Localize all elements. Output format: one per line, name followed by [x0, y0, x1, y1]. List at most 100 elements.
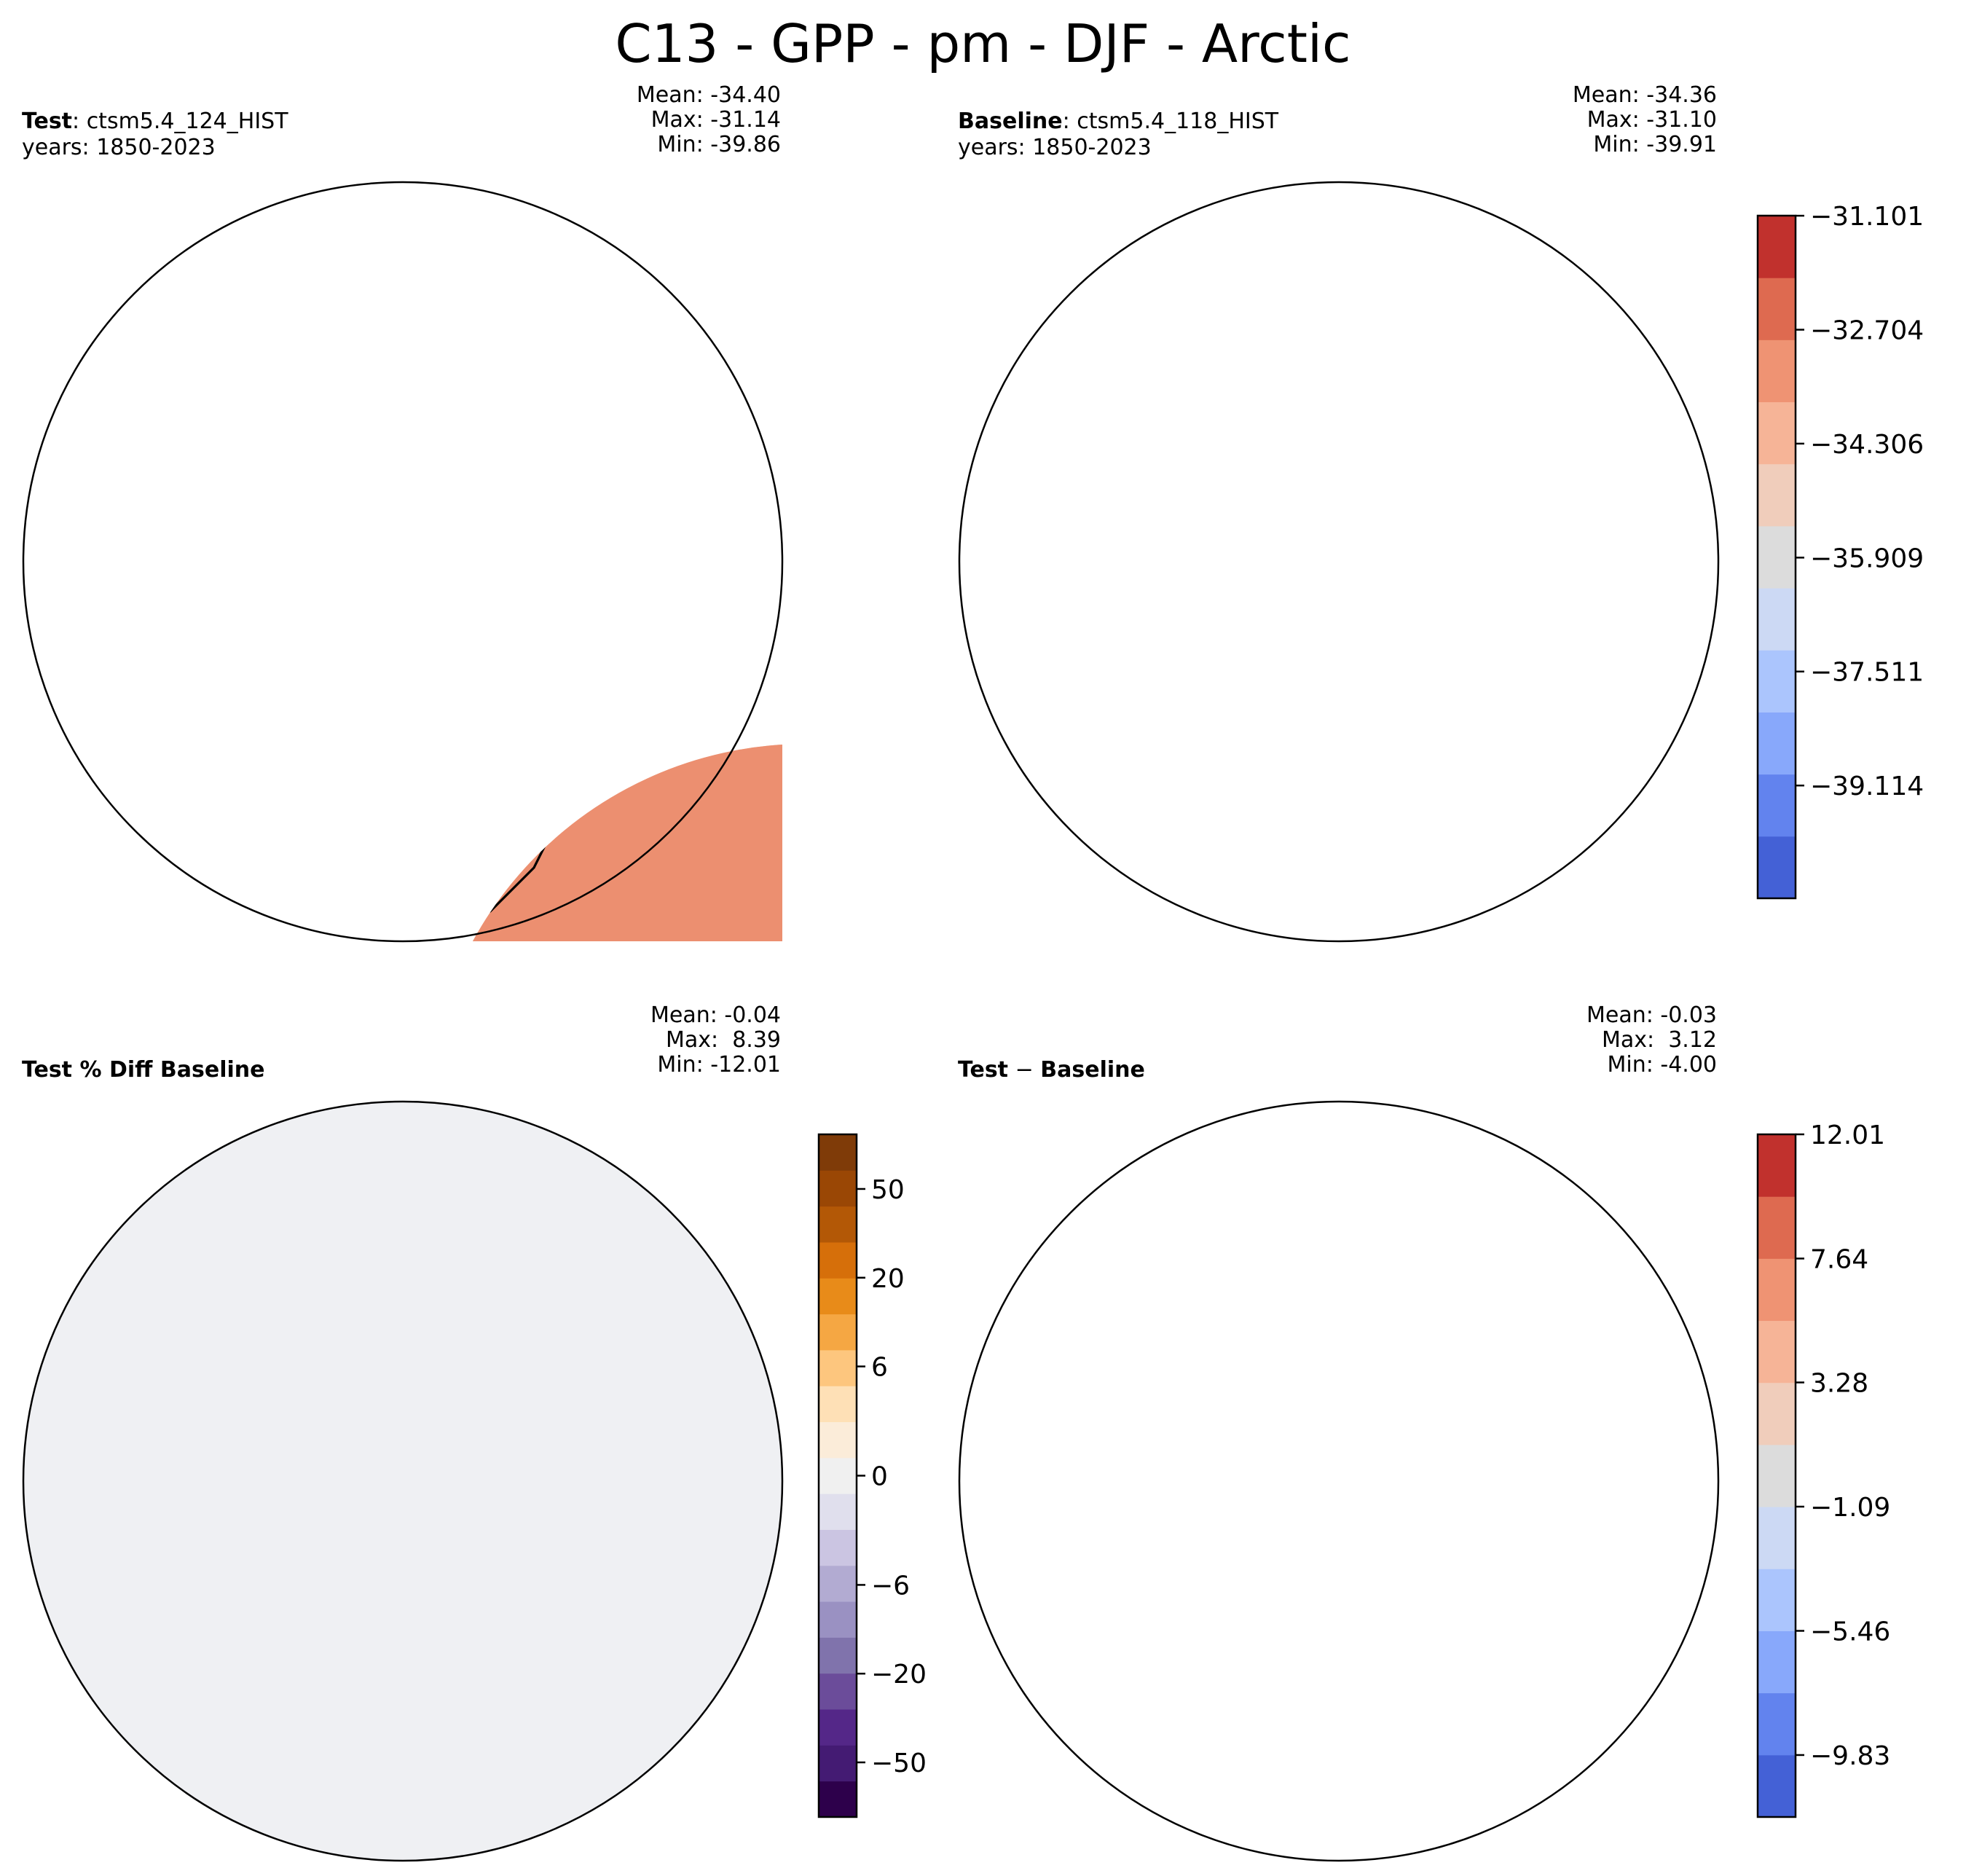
colorbar-main-tick-label: −39.114 [1810, 772, 1924, 801]
colorbar-main-tick-label: −34.306 [1810, 430, 1924, 460]
diff-mean: Mean: -0.03 [1586, 1002, 1717, 1028]
test-label: Test: ctsm5.4_124_HIST [22, 109, 288, 134]
figure-title: C13 - GPP - pm - DJF - Arctic [615, 13, 1351, 74]
colorbar-pct-tick-label: 20 [871, 1264, 905, 1294]
colorbar-diff-swatch [1758, 1382, 1796, 1445]
colorbar-diff-swatch [1758, 1258, 1796, 1322]
diff-map [958, 1100, 1720, 1862]
colorbar-main-swatch [1758, 588, 1796, 651]
colorbar-main-tick-label: −35.909 [1810, 543, 1924, 573]
baseline-map-border [958, 181, 1720, 943]
colorbar-pct-swatch [819, 1673, 857, 1710]
colorbar-pct-swatch [819, 1601, 857, 1638]
colorbar-pct-swatch [819, 1781, 857, 1818]
pctdiff-label-bold: Test % Diff Baseline [22, 1057, 265, 1083]
colorbar-main-swatch [1758, 774, 1796, 837]
pctdiff-min: Min: -12.01 [657, 1052, 781, 1078]
pctdiff-map-border [22, 1100, 784, 1862]
colorbar-diff-tick-label: 7.64 [1810, 1244, 1868, 1274]
colorbar-pct-swatch [819, 1349, 857, 1386]
baseline-label-bold: Baseline [958, 109, 1063, 134]
diff-map-ocean [959, 1102, 1718, 1861]
colorbar-main-tick-label: −31.101 [1810, 202, 1924, 232]
colorbar-pct-swatch [819, 1457, 857, 1494]
baseline-label: Baseline: ctsm5.4_118_HIST [958, 109, 1278, 134]
colorbar-pct-swatch [819, 1170, 857, 1207]
diff-map-border [958, 1100, 1720, 1862]
baseline-case-name: ctsm5.4_118_HIST [1077, 109, 1279, 134]
test-map [22, 181, 784, 943]
diff-label-a: Test [958, 1057, 1009, 1083]
colorbar-main-swatch [1758, 836, 1796, 899]
test-max: Max: -31.14 [650, 107, 781, 133]
pctdiff-map [22, 1100, 784, 1862]
colorbar-pct-swatch [819, 1421, 857, 1459]
colorbar-pct-swatch [819, 1494, 857, 1530]
colorbar-pct-swatch [819, 1241, 857, 1279]
colorbar-diff-swatch [1758, 1754, 1796, 1818]
test-map-ocean [23, 182, 782, 941]
colorbar-pct-swatch [819, 1134, 857, 1171]
colorbar-pct-swatch [819, 1206, 857, 1243]
colorbar-pct-swatch [819, 1386, 857, 1423]
colorbar-diff-swatch [1758, 1569, 1796, 1631]
test-case-name: ctsm5.4_124_HIST [86, 109, 288, 134]
baseline-years: years: 1850-2023 [958, 135, 1152, 160]
colorbar-pct: 50 20 6 0 −6 −20 −50 [817, 1133, 927, 1818]
colorbar-pct-tick-label: 0 [871, 1462, 888, 1492]
diff-stats: Mean: -0.03 Max: 3.12 Min: -4.00 [1586, 1003, 1717, 1078]
colorbar-main-swatch [1758, 525, 1796, 589]
colorbar-diff-tick-label: −5.46 [1810, 1617, 1890, 1647]
colorbar-main-swatch [1758, 340, 1796, 403]
colorbar-main-swatch [1758, 712, 1796, 775]
colorbar-pct-tick-label: −20 [871, 1660, 927, 1689]
diff-min: Min: -4.00 [1607, 1052, 1718, 1078]
test-stats: Mean: -34.40 Max: -31.14 Min: -39.86 [637, 83, 781, 157]
baseline-label-sep: : [1062, 109, 1077, 134]
baseline-map-ocean [959, 182, 1718, 941]
colorbar-diff-tick-label: 3.28 [1810, 1369, 1868, 1399]
colorbar-pct-tick-label: −6 [871, 1571, 910, 1601]
colorbar-diff-swatch [1758, 1630, 1796, 1694]
baseline-mean: Mean: -34.36 [1572, 82, 1717, 108]
test-mean: Mean: -34.40 [636, 82, 781, 108]
colorbar-main-tick-label: −32.704 [1810, 316, 1924, 346]
colorbar-diff-tick-label: −1.09 [1810, 1493, 1890, 1523]
baseline-stats: Mean: -34.36 Max: -31.10 Min: -39.91 [1573, 83, 1717, 157]
test-min: Min: -39.86 [657, 132, 781, 157]
colorbar-diff-swatch [1758, 1507, 1796, 1569]
colorbar-diff-swatch [1758, 1444, 1796, 1507]
colorbar-pct-swatch [819, 1709, 857, 1746]
test-label-sep: : [72, 109, 87, 134]
colorbar-diff-border [1756, 1133, 1797, 1818]
colorbar-diff: 12.01 7.64 3.28 −1.09 −5.46 −9.83 [1756, 1121, 1890, 1818]
colorbar-pct-swatch [819, 1637, 857, 1674]
test-years: years: 1850-2023 [22, 135, 216, 160]
pctdiff-mean: Mean: -0.04 [650, 1002, 781, 1028]
colorbar-diff-swatch [1758, 1692, 1796, 1756]
colorbar-main: −31.101 −32.704 −34.306 −35.909 −37.511 −39.1… [1756, 202, 1924, 900]
pctdiff-max: Max: 8.39 [666, 1027, 781, 1053]
colorbar-pct-tick-label: −50 [871, 1749, 927, 1778]
diff-label-b: Baseline [1040, 1057, 1145, 1083]
colorbar-diff-tick-label: −9.83 [1810, 1741, 1890, 1771]
baseline-min: Min: -39.91 [1593, 132, 1717, 157]
pctdiff-label: Test % Diff Baseline [22, 1058, 265, 1083]
colorbar-pct-swatch [819, 1529, 857, 1566]
colorbar-pct-tick-label: 6 [871, 1353, 888, 1383]
pctdiff-map-field [23, 1102, 782, 1861]
colorbar-main-swatch [1758, 463, 1796, 527]
baseline-max: Max: -31.10 [1586, 107, 1717, 133]
diff-max: Max: 3.12 [1602, 1027, 1717, 1053]
test-map-border [22, 181, 784, 943]
colorbar-pct-swatch [819, 1278, 857, 1315]
pctdiff-stats: Mean: -0.04 Max: 8.39 Min: -12.01 [650, 1003, 781, 1078]
baseline-map [958, 181, 1720, 943]
colorbar-diff-swatch [1758, 1196, 1796, 1259]
colorbar-diff-tick-label: 12.01 [1810, 1121, 1885, 1150]
colorbar-diff-swatch [1758, 1320, 1796, 1384]
colorbar-main-swatch [1758, 650, 1796, 713]
colorbar-pct-swatch [819, 1745, 857, 1782]
colorbar-diff-swatch [1758, 1134, 1796, 1197]
